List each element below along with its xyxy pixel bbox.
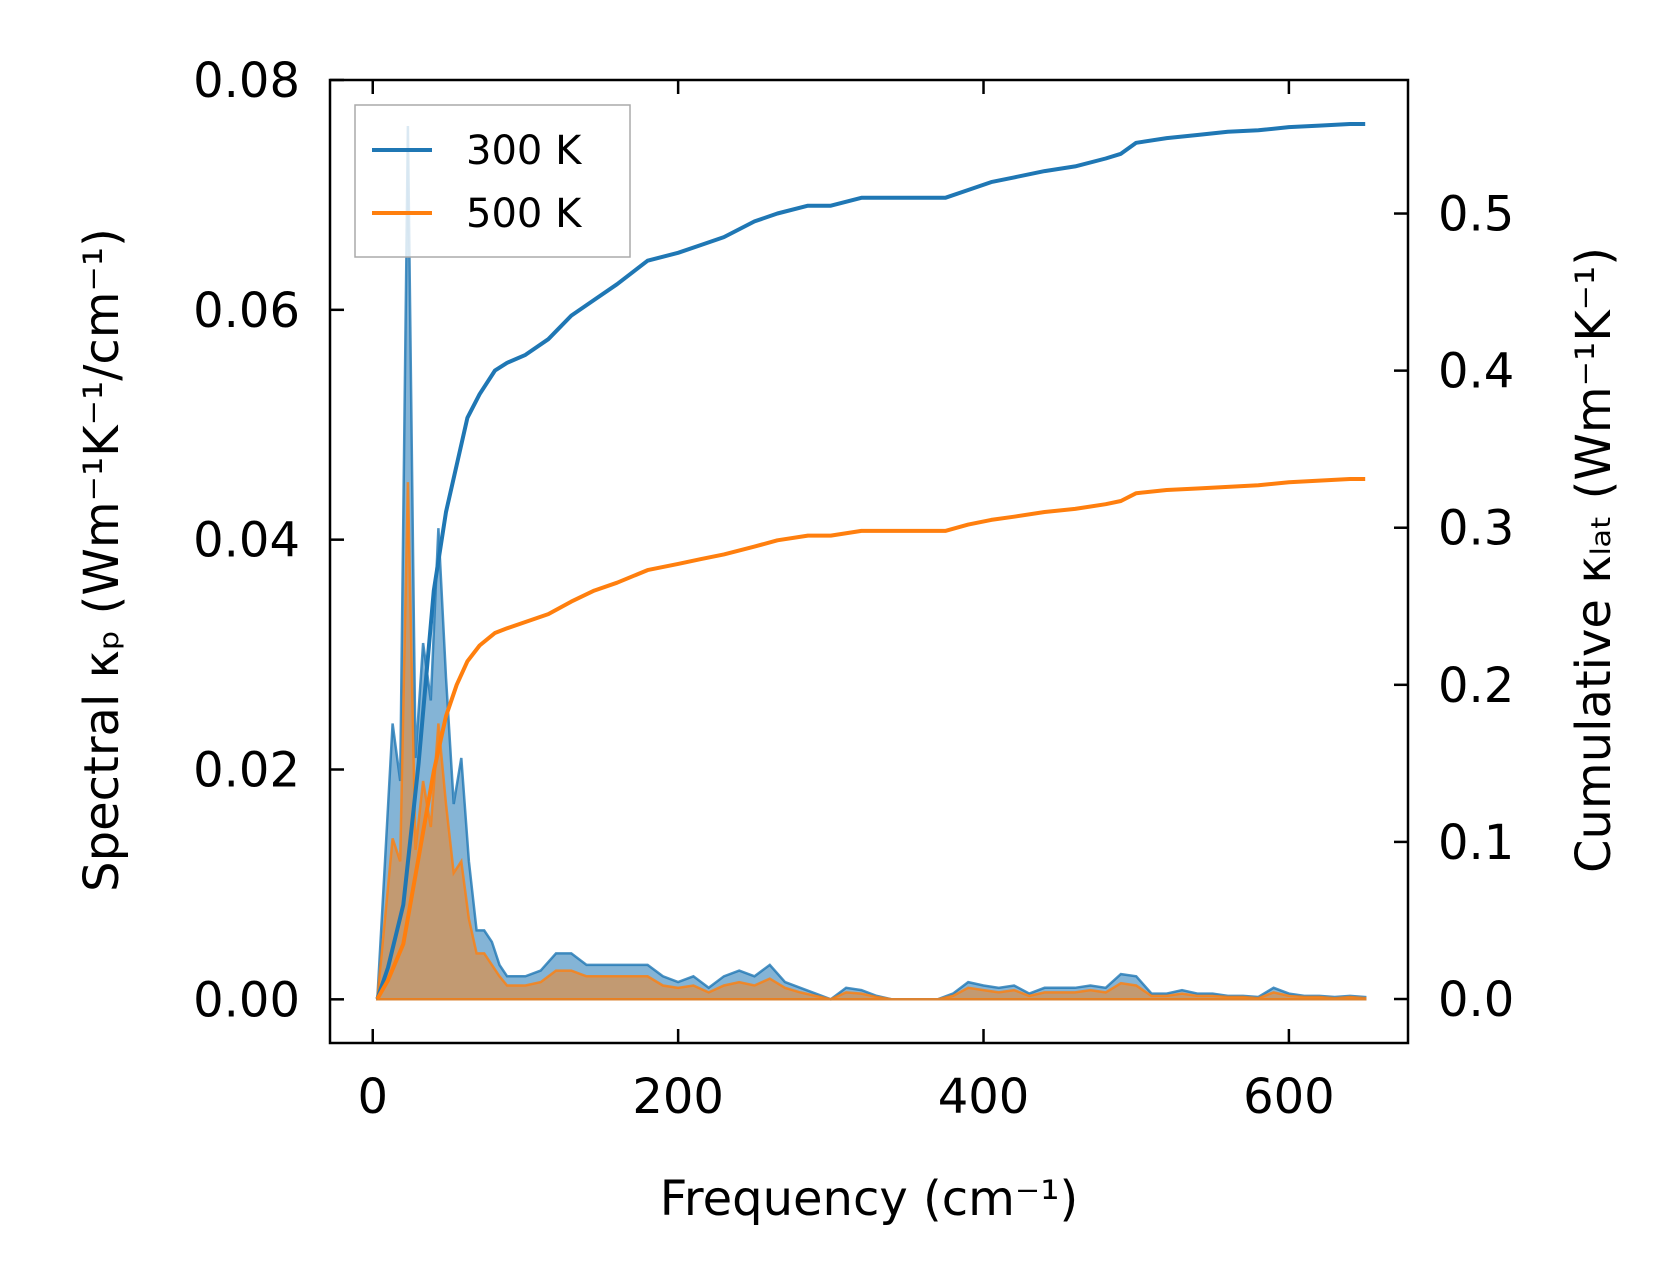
y2-tick-label: 0.0	[1438, 972, 1514, 1028]
y2-tick-label: 0.4	[1438, 344, 1514, 400]
x-tick-label: 600	[1243, 1069, 1335, 1125]
y-tick-label: 0.00	[193, 972, 300, 1028]
spectral-fills	[375, 125, 1367, 1001]
x-tick-label: 200	[632, 1069, 724, 1125]
x-axis-label: Frequency (cm⁻¹)	[660, 1171, 1078, 1227]
y-tick-label: 0.02	[193, 742, 300, 798]
legend-box	[354, 104, 631, 258]
axis-ticks: 0 200 400 600 0.00 0.02 0.04 0.06 0.08 0.0 0.1 0.2 0…	[193, 53, 1514, 1125]
x-tick-label: 400	[938, 1069, 1030, 1125]
y2-tick-label: 0.3	[1438, 501, 1514, 557]
plot-frame	[328, 78, 1410, 1045]
cumulative-lines	[375, 122, 1366, 1000]
legend: 300 K 500 K	[354, 104, 631, 258]
y2-tick-label: 0.1	[1438, 815, 1514, 871]
y-axis-label: Spectral κₚ (Wm⁻¹K⁻¹/cm⁻¹)	[74, 228, 130, 892]
legend-label-300k: 300 K	[466, 128, 583, 174]
spectral-area-500k	[375, 482, 1367, 1001]
y-tick-label: 0.08	[193, 53, 300, 109]
x-tick-label: 0	[357, 1069, 388, 1125]
cumulative-line-500k	[375, 477, 1366, 1000]
y2-tick-label: 0.2	[1438, 658, 1514, 714]
legend-label-500k: 500 K	[466, 191, 583, 237]
y-tick-label: 0.06	[193, 283, 300, 339]
cumulative-line-300k	[375, 122, 1366, 1000]
y2-axis-label: Cumulative κₗₐₜ (Wm⁻¹K⁻¹)	[1566, 247, 1622, 873]
y-tick-label: 0.04	[193, 513, 300, 569]
spectral-area-300k	[375, 125, 1367, 1001]
y2-tick-label: 0.5	[1438, 187, 1514, 243]
